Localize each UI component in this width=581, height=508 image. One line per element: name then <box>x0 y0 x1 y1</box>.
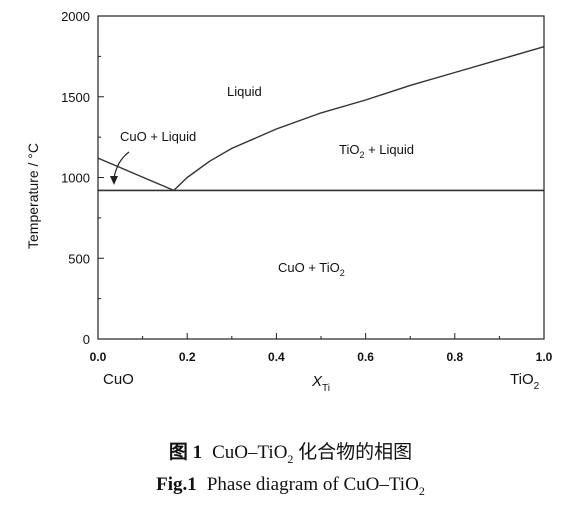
x-tick-label-0.4: 0.4 <box>268 350 285 364</box>
x-tick-labels: 0.0 0.2 0.4 0.6 0.8 1.0 <box>90 350 553 364</box>
caption-cn-text-post: 化合物的相图 <box>293 442 413 463</box>
y-tick-label-1000: 1000 <box>61 171 90 186</box>
caption-en-label: Fig.1 <box>156 474 197 495</box>
x-tick-label-1.0: 1.0 <box>536 350 553 364</box>
pointer-arrow <box>113 151 130 179</box>
liquidus-tio2-side <box>173 46 545 191</box>
x-axis-label-main: X <box>311 373 323 390</box>
axis-ticks <box>97 15 545 340</box>
region-label-cuo-tio2-sub: 2 <box>340 268 345 278</box>
caption-en-text-pre: Phase diagram of CuO–TiO <box>206 474 419 495</box>
caption-en-text-sub: 2 <box>418 483 425 498</box>
region-label-cuo-tio2: CuO + TiO2 <box>278 260 345 278</box>
y-axis-label: Temperature / °C <box>25 143 41 249</box>
region-label-tio2-liquid-main: TiO <box>339 142 359 157</box>
y-tick-label-1500: 1500 <box>61 90 90 105</box>
x-tick-label-0.6: 0.6 <box>357 350 374 364</box>
end-label-cuo: CuO <box>103 371 134 388</box>
x-tick-label-0.0: 0.0 <box>90 350 107 364</box>
x-tick-label-0.2: 0.2 <box>179 350 196 364</box>
pointer-arrowhead <box>110 176 118 185</box>
y-tick-label-0: 0 <box>83 332 90 347</box>
caption-cn-text-pre: CuO–TiO <box>212 442 288 463</box>
end-label-tio2: TiO2 <box>510 371 540 392</box>
region-label-liquid: Liquid <box>227 84 262 99</box>
region-label-tio2-liquid-sub: 2 <box>359 150 364 160</box>
y-tick-label-500: 500 <box>68 251 90 266</box>
end-label-tio2-main: TiO <box>510 371 534 388</box>
region-label-tio2-liquid: TiO2 + Liquid <box>339 142 414 160</box>
caption-cn-text-sub: 2 <box>287 451 294 466</box>
plot-frame <box>97 15 545 340</box>
y-tick-label-2000: 2000 <box>61 9 90 24</box>
x-tick-label-0.8: 0.8 <box>446 350 463 364</box>
x-axis-label-sub: Ti <box>322 383 330 394</box>
caption-cn-label: 图 1 <box>168 442 203 463</box>
phase-boundaries <box>97 46 545 192</box>
region-label-cuo-liquid: CuO + Liquid <box>120 129 196 144</box>
liquidus-cuo-side <box>97 157 175 192</box>
caption-cn: 图 1 CuO–TiO2 化合物的相图 <box>0 437 581 467</box>
y-tick-labels: 0 500 1000 1500 2000 <box>61 9 90 347</box>
caption-en: Fig.1 Phase diagram of CuO–TiO2 <box>0 474 581 499</box>
x-axis-label: XTi <box>311 373 330 394</box>
end-label-tio2-sub: 2 <box>534 381 540 392</box>
region-label-tio2-liquid-rest: + Liquid <box>364 142 414 157</box>
phase-diagram: 0 500 1000 1500 2000 0.0 0.2 0.4 0.6 0.8 1.0 Temp… <box>25 9 553 394</box>
region-label-cuo-tio2-main: CuO + TiO <box>278 260 340 275</box>
